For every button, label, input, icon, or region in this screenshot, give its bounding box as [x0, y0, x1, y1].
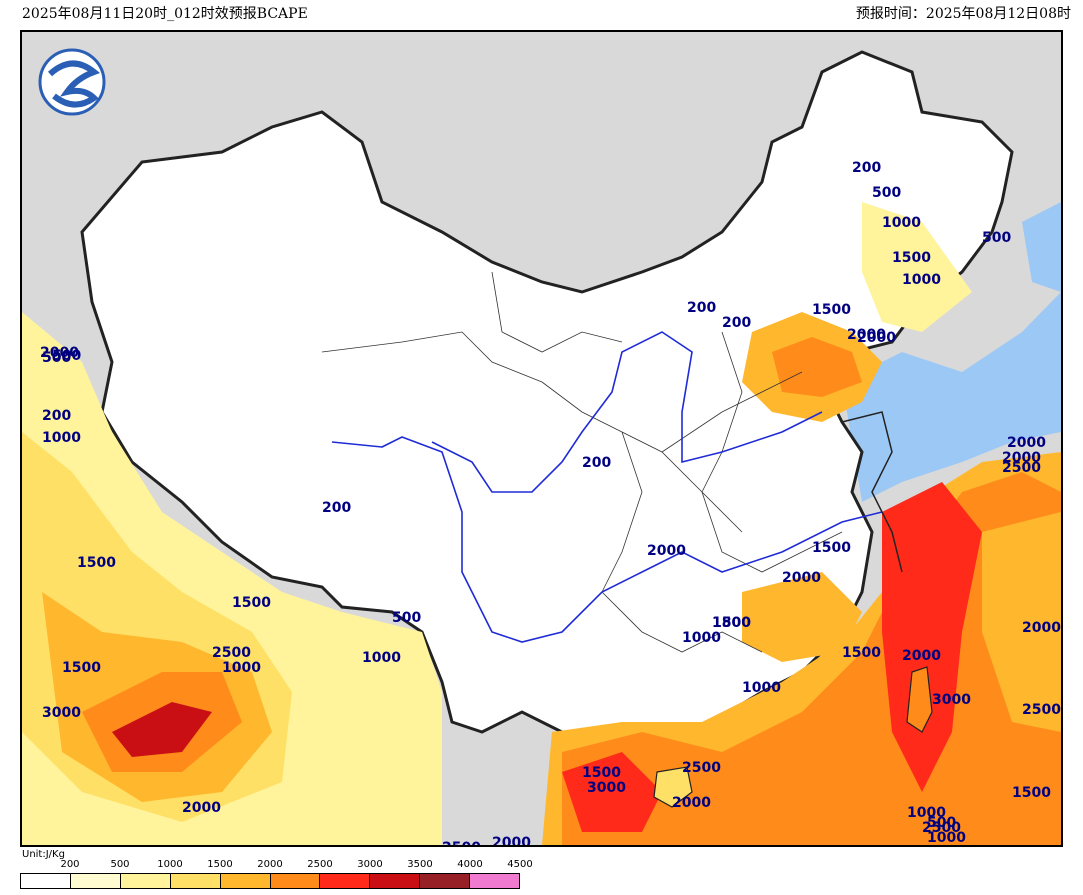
contour-label: 2500 [1022, 702, 1061, 718]
hainan [653, 766, 693, 808]
product-title: 2025年08月11日20时_012时效预报BCAPE [22, 6, 308, 22]
legend-swatch [21, 874, 71, 888]
legend-swatch [220, 874, 271, 888]
legend-tick-label: 2000 [257, 859, 283, 870]
contour-label: 1500 [62, 660, 101, 676]
contour-label: 2000 [647, 543, 686, 559]
contour-label: 2000 [1002, 450, 1041, 466]
contour-label: 500 [872, 185, 901, 201]
contour-label: 500 [52, 348, 81, 364]
legend-tick-label: 3000 [357, 859, 383, 870]
contour-label: 2500 [442, 840, 481, 845]
contour-label: 500 [392, 610, 421, 626]
sea-area-east [1022, 202, 1061, 292]
contour-label: 1500 [712, 615, 751, 631]
contour-label: 1000 [682, 630, 721, 646]
contour-label: 200 [687, 300, 716, 316]
contour-label: 2000 [492, 835, 531, 845]
legend-swatch [320, 874, 371, 888]
legend-tick-label: 3500 [407, 859, 433, 870]
contour-label: 500 [982, 230, 1011, 246]
contour-label: 200 [582, 455, 611, 471]
contour-labels: 2005001000150020002002001500200050010005… [40, 160, 1061, 845]
legend-tick-label: 4000 [457, 859, 483, 870]
cape-area-se [982, 512, 1061, 732]
contour-label: 200 [852, 160, 881, 176]
legend-swatch [70, 874, 121, 888]
contour-label: 1500 [582, 765, 621, 781]
contour-label: 2000 [672, 795, 711, 811]
cape-area-south-core [562, 752, 662, 832]
legend-tick-label: 200 [60, 859, 80, 870]
legend-swatch [470, 874, 520, 888]
legend-swatch [120, 874, 171, 888]
contour-label: 500 [42, 350, 71, 366]
contour-label: 1000 [927, 830, 966, 845]
province-borders [321, 271, 843, 653]
contour-label: 2000 [182, 800, 221, 816]
contour-label: 2500 [682, 760, 721, 776]
cape-area-northeast-light [862, 202, 972, 332]
legend-tick-label: 2500 [307, 859, 333, 870]
contour-label: 1500 [842, 645, 881, 661]
contour-label: 2000 [40, 345, 79, 361]
legend-swatch [170, 874, 221, 888]
valid-time: 预报时间：2025年08月12日08时 [855, 6, 1071, 22]
legend-tick-label: 1000 [157, 859, 183, 870]
contour-label: 200 [42, 408, 71, 424]
contour-label: 500 [927, 815, 956, 831]
contour-label: 2000 [902, 648, 941, 664]
contour-label: 2000 [857, 330, 896, 346]
cape-area-southcentral [742, 572, 862, 662]
contour-label: 200 [722, 315, 751, 331]
contour-label: 2000 [1022, 620, 1061, 636]
rivers [331, 331, 883, 643]
contour-label: 3000 [42, 705, 81, 721]
contour-label: 2000 [782, 570, 821, 586]
contour-label: 1000 [42, 430, 81, 446]
cape-area-northeast-core [772, 337, 862, 397]
contour-label: 1500 [892, 250, 931, 266]
contour-label: 1000 [882, 215, 921, 231]
contour-label: 2000 [1007, 435, 1046, 451]
sea-area [842, 292, 1061, 502]
contour-label: 1500 [812, 540, 851, 556]
map-canvas: 2005001000150020002002001500200050010005… [22, 48, 1061, 845]
legend-unit: Unit:J/Kg [22, 849, 65, 860]
contour-label: 2000 [847, 327, 886, 343]
contour-label: 1500 [77, 555, 116, 571]
legend-tick-label: 4500 [507, 859, 533, 870]
contour-label: 1000 [362, 650, 401, 666]
cape-area-west-max [112, 702, 212, 757]
legend-colorbar [20, 873, 520, 889]
legend-swatch [420, 874, 471, 888]
contour-label: 1000 [907, 805, 946, 821]
taiwan [906, 666, 933, 733]
contour-label: 1000 [902, 272, 941, 288]
contour-label: 2500 [1002, 460, 1041, 476]
legend-tick-label: 1500 [207, 859, 233, 870]
contour-label: 3000 [932, 692, 971, 708]
contour-label: 1500 [812, 302, 851, 318]
contour-label: 1000 [742, 680, 781, 696]
contour-label: 1000 [222, 660, 261, 676]
cape-map: 200 500 1000 1500 2000 200 200 1500 2000 500 1000 5… [20, 30, 1063, 847]
contour-label: 3000 [587, 780, 626, 796]
contour-label: 2500 [212, 645, 251, 661]
legend-ticks: 200 500 1000 1500 2000 2500 3000 3500 4000 4500 [20, 859, 532, 873]
cma-logo [38, 48, 106, 116]
contour-label: 1800 [712, 615, 751, 631]
coastline-east [841, 411, 903, 573]
legend-tick-label: 500 [110, 859, 130, 870]
contour-label: 1500 [232, 595, 271, 611]
contour-label: 200 [322, 500, 351, 516]
contour-label: 1500 [1012, 785, 1051, 801]
legend-swatch [370, 874, 421, 888]
cape-area-east-core [882, 482, 982, 792]
legend-swatch [270, 874, 321, 888]
contour-label: 2500 [922, 820, 961, 836]
